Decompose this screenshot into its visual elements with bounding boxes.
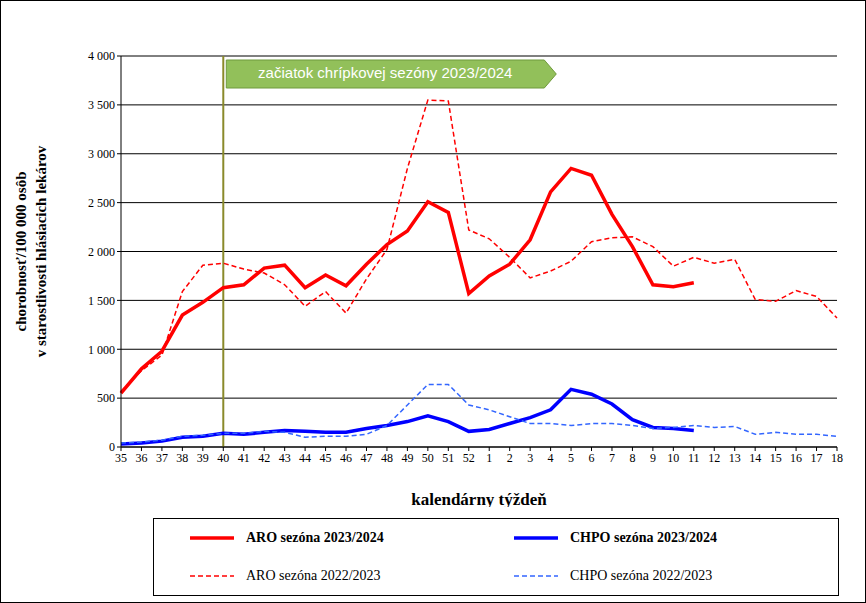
html-text:ARO sezóna 2023/2024: ARO sezóna 2023/2024 — [246, 530, 384, 545]
svg-text:47: 47 — [360, 451, 372, 465]
svg-text:500: 500 — [97, 391, 115, 405]
svg-text:15: 15 — [770, 451, 782, 465]
svg-text:17: 17 — [811, 451, 823, 465]
svg-text:16: 16 — [790, 451, 802, 465]
svg-text:50: 50 — [422, 451, 434, 465]
svg-text:4: 4 — [548, 451, 554, 465]
svg-text:13: 13 — [729, 451, 741, 465]
svg-text:chorobnosť/100 000 osôb: chorobnosť/100 000 osôb — [13, 171, 29, 331]
svg-text:40: 40 — [217, 451, 229, 465]
svg-text:11: 11 — [688, 451, 700, 465]
svg-text:42: 42 — [258, 451, 270, 465]
svg-text:1 500: 1 500 — [88, 294, 115, 308]
svg-text:9: 9 — [650, 451, 656, 465]
svg-text:37: 37 — [156, 451, 168, 465]
svg-text:35: 35 — [115, 451, 127, 465]
svg-text:7: 7 — [609, 451, 615, 465]
svg-text:18: 18 — [831, 451, 843, 465]
svg-text:48: 48 — [381, 451, 393, 465]
svg-text:52: 52 — [463, 451, 475, 465]
html-text:CHPO sezóna 2023/2024: CHPO sezóna 2023/2024 — [570, 530, 717, 545]
svg-text:45: 45 — [320, 451, 332, 465]
svg-text:3 000: 3 000 — [88, 147, 115, 161]
svg-text:0: 0 — [109, 440, 115, 454]
svg-text:1 000: 1 000 — [88, 343, 115, 357]
svg-text:36: 36 — [135, 451, 147, 465]
svg-text:3: 3 — [527, 451, 533, 465]
svg-text:v starostlivosti hlásiacich le: v starostlivosti hlásiacich lekárov — [33, 145, 49, 357]
svg-text:38: 38 — [176, 451, 188, 465]
svg-text:1: 1 — [486, 451, 492, 465]
svg-text:12: 12 — [708, 451, 720, 465]
svg-text:2 500: 2 500 — [88, 196, 115, 210]
svg-text:51: 51 — [442, 451, 454, 465]
html-text:ARO sezóna 2022/2023: ARO sezóna 2022/2023 — [246, 568, 381, 583]
svg-text:41: 41 — [238, 451, 250, 465]
svg-text:2 000: 2 000 — [88, 245, 115, 259]
svg-text:49: 49 — [401, 451, 413, 465]
svg-text:44: 44 — [299, 451, 311, 465]
svg-text:začiatok chrípkovej sezóny 202: začiatok chrípkovej sezóny 2023/2024 — [258, 64, 512, 81]
svg-text:43: 43 — [279, 451, 291, 465]
svg-text:46: 46 — [340, 451, 352, 465]
svg-text:kalendárny týždeň: kalendárny týždeň — [411, 490, 547, 507]
svg-text:3 500: 3 500 — [88, 98, 115, 112]
svg-text:39: 39 — [197, 451, 209, 465]
svg-text:10: 10 — [667, 451, 679, 465]
svg-text:4 000: 4 000 — [88, 49, 115, 63]
svg-text:6: 6 — [589, 451, 595, 465]
svg-text:2: 2 — [507, 451, 513, 465]
svg-text:8: 8 — [629, 451, 635, 465]
svg-text:14: 14 — [749, 451, 761, 465]
svg-text:5: 5 — [568, 451, 574, 465]
html-text:CHPO sezóna 2022/2023: CHPO sezóna 2022/2023 — [570, 568, 713, 583]
